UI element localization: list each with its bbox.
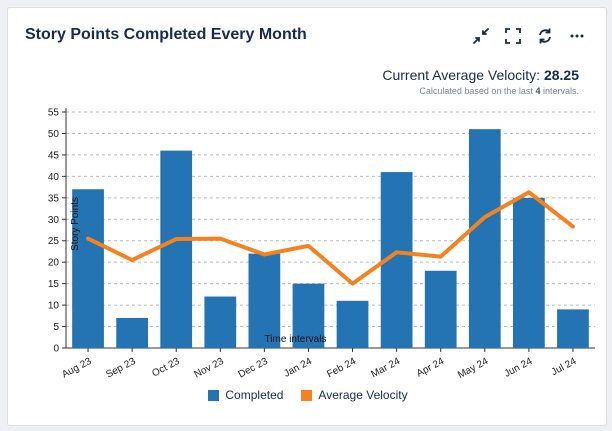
legend-label-completed: Completed	[225, 388, 284, 402]
fullscreen-icon[interactable]	[503, 26, 523, 46]
y-tick-label: 50	[48, 129, 60, 140]
y-tick-label: 20	[48, 258, 60, 269]
bar-completed[interactable]	[557, 309, 589, 348]
bar-completed[interactable]	[292, 283, 325, 348]
velocity-line[interactable]	[86, 190, 575, 286]
x-tick-label: Jun 24	[503, 356, 535, 380]
interval-count: 4	[535, 86, 541, 96]
collapse-arrows-icon[interactable]	[471, 26, 491, 46]
bar-completed[interactable]	[160, 150, 193, 348]
y-tick-label: 55	[48, 108, 60, 119]
legend-completed[interactable]: Completed	[208, 388, 283, 402]
x-axis-label: Time intervals	[265, 334, 327, 345]
story-points-chart: 0 5 10 15 20 25 30 35 40 45 50 55 Aug 23 Sep 23 Oct 23…	[48, 108, 595, 381]
x-tick-label: Feb 24	[325, 356, 358, 381]
chart-legend: Completed Average Velocity	[8, 388, 608, 402]
bar-completed[interactable]	[248, 253, 281, 348]
y-tick-label: 40	[48, 172, 60, 183]
x-tick-label: Jul 24	[550, 356, 579, 378]
subtitle-prefix: Calculated based on the last	[419, 86, 533, 96]
y-tick-label: 35	[48, 193, 60, 204]
y-tick-label: 5	[53, 322, 59, 333]
y-axis-label: Story Points	[70, 197, 81, 251]
x-tick-label: Nov 23	[193, 356, 227, 381]
bar-completed[interactable]	[468, 129, 501, 348]
current-velocity-value: 28.25	[543, 67, 579, 83]
x-tick-label: Oct 23	[150, 356, 182, 380]
refresh-icon[interactable]	[535, 26, 555, 46]
x-tick-label: Dec 23	[237, 356, 271, 381]
widget-title: Story Points Completed Every Month	[25, 26, 307, 43]
x-tick-label: Apr 24	[415, 356, 447, 380]
velocity-widget-card: Story Points Completed Every Month Curre…	[7, 7, 607, 426]
bar-completed[interactable]	[204, 296, 237, 348]
bar-completed[interactable]	[513, 197, 545, 348]
bar-completed[interactable]	[336, 300, 369, 348]
bar-completed[interactable]	[424, 270, 457, 348]
y-tick-label: 45	[48, 150, 60, 161]
bar-completed[interactable]	[72, 189, 104, 348]
bar-completed[interactable]	[116, 317, 148, 348]
y-tick-label: 15	[48, 279, 60, 290]
legend-average-velocity[interactable]: Average Velocity	[301, 388, 408, 402]
current-velocity: Current Average Velocity: 28.25	[382, 67, 579, 83]
x-tick-label: May 24	[456, 356, 491, 381]
x-tick-label: Mar 24	[369, 356, 402, 381]
y-tick-label: 25	[48, 236, 60, 247]
x-tick-label: Aug 23	[60, 356, 94, 381]
subtitle-suffix: intervals.	[542, 86, 579, 96]
y-tick-label: 30	[48, 215, 60, 226]
legend-label-velocity: Average Velocity	[318, 388, 408, 402]
y-tick-label: 0	[53, 344, 59, 355]
x-tick-label: Sep 23	[104, 356, 138, 381]
current-velocity-label: Current Average Velocity:	[382, 67, 541, 83]
more-dots-icon[interactable]	[567, 26, 587, 46]
y-tick-label: 10	[48, 301, 60, 312]
x-tick-label: Jan 24	[282, 356, 314, 380]
legend-swatch-completed	[208, 389, 220, 401]
velocity-subtitle: Calculated based on the last 4 intervals…	[419, 86, 579, 96]
legend-swatch-velocity	[301, 389, 313, 401]
